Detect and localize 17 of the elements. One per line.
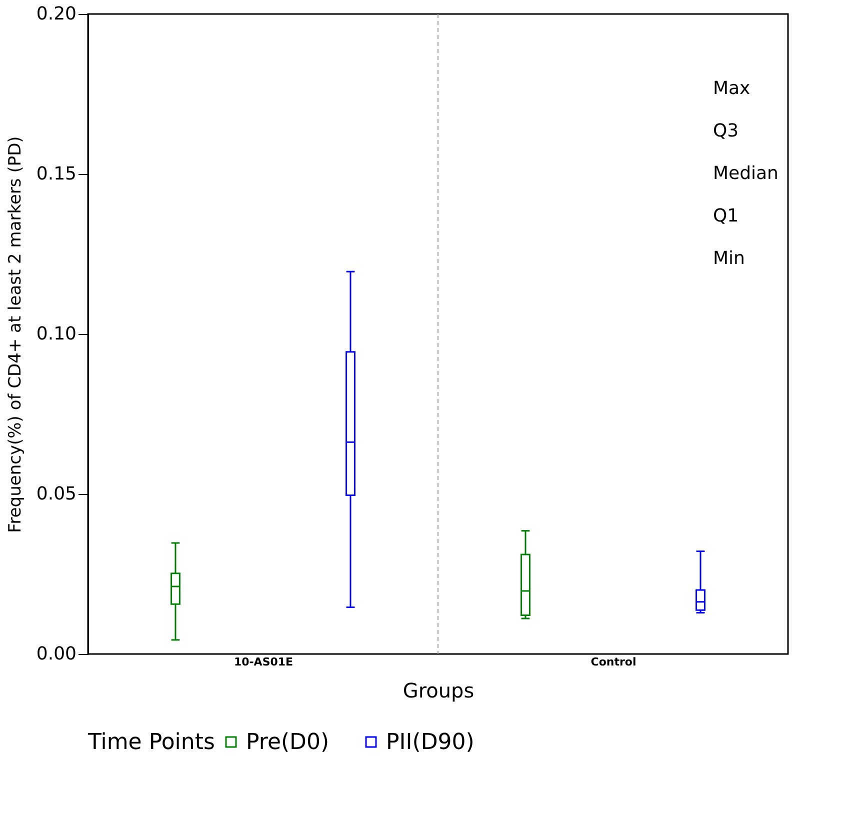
annotation: Q1 — [713, 206, 739, 226]
annotation: Min — [713, 248, 745, 269]
y-axis-title: Frequency(%) of CD4+ at least 2 markers (PD) — [5, 136, 26, 533]
legend-title: Time Points — [87, 730, 215, 755]
y-tick-label: 0.00 — [36, 644, 76, 664]
x-tick-label: 10-AS01E — [234, 656, 294, 668]
annotation: Median — [713, 163, 778, 184]
y-tick-label: 0.10 — [36, 324, 76, 344]
legend-label: Pre(D0) — [246, 730, 330, 755]
x-tick-label: Control — [590, 656, 636, 668]
legend-label: PII(D90) — [386, 730, 474, 755]
annotation: Max — [713, 78, 751, 99]
x-axis-title: Groups — [402, 678, 474, 702]
y-tick-label: 0.15 — [36, 164, 76, 184]
annotation: Q3 — [713, 120, 739, 142]
y-tick-label: 0.20 — [36, 4, 76, 24]
y-tick-label: 0.05 — [36, 484, 76, 504]
